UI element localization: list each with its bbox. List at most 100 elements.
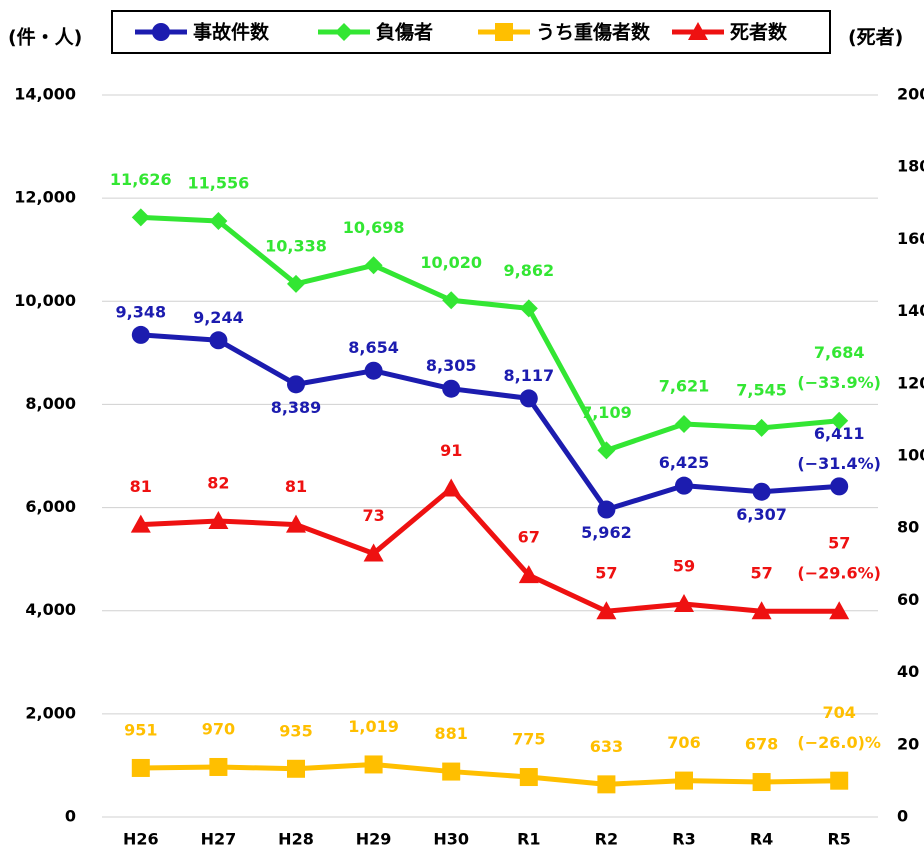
data-label: 8,117: [503, 366, 554, 385]
series-line: [140, 332, 840, 513]
data-label: 9,244: [193, 308, 244, 327]
series-line: [140, 761, 840, 787]
legend-marker: [152, 23, 170, 41]
y2-tick-label: 100: [897, 446, 924, 465]
data-point: [597, 500, 616, 519]
x-tick-label: R4: [750, 830, 773, 849]
data-point: [287, 274, 305, 293]
data-point: [830, 771, 849, 790]
x-tick-label: H28: [278, 830, 314, 849]
data-label: 633: [590, 737, 623, 756]
y2-tick-label: 20: [897, 734, 919, 753]
data-label: 57: [750, 564, 772, 583]
y-axis-label: (件・人): [8, 26, 82, 49]
data-label: 9,862: [503, 261, 554, 280]
data-label: 8,389: [271, 398, 322, 417]
data-label: 775: [512, 730, 545, 749]
x-tick-label: H30: [433, 830, 469, 849]
data-point: [364, 361, 383, 380]
data-point: [751, 601, 772, 620]
data-point: [441, 478, 462, 497]
data-point: [597, 441, 616, 460]
data-label: 1,019: [348, 717, 399, 736]
change-label: (−29.6%): [797, 564, 881, 583]
legend-label: うち重傷者数: [536, 21, 651, 44]
data-label: 7,109: [581, 403, 632, 422]
data-label: 970: [202, 719, 235, 738]
y2-tick-label: 120: [897, 373, 924, 392]
data-label: 57: [828, 534, 850, 553]
y2-tick-label: 0: [897, 807, 908, 826]
data-point: [364, 755, 383, 774]
data-label: 82: [207, 473, 229, 492]
data-label: 11,556: [188, 174, 250, 193]
data-label: 7,684: [814, 343, 865, 362]
data-label: 7,621: [659, 376, 710, 395]
data-label: 6,425: [659, 453, 710, 472]
data-label: 678: [745, 735, 778, 754]
legend-label: 事故件数: [193, 21, 270, 44]
data-point: [442, 291, 461, 310]
data-label: 881: [434, 724, 467, 743]
y-tick-label: 8,000: [25, 394, 76, 413]
data-point: [596, 601, 617, 620]
data-point: [209, 331, 228, 350]
series-line: [140, 485, 840, 614]
x-tick-label: H26: [123, 830, 159, 849]
data-point: [442, 379, 461, 398]
data-label: 81: [130, 477, 152, 496]
data-label: 57: [595, 564, 617, 583]
data-point: [287, 375, 305, 394]
data-point: [131, 325, 150, 344]
legend-label: 負傷者: [376, 21, 433, 44]
data-label: 11,626: [110, 170, 172, 189]
data-point: [208, 510, 229, 529]
data-point: [131, 758, 150, 777]
y2-tick-label: 60: [897, 590, 919, 609]
data-point: [752, 482, 771, 501]
data-label: 8,305: [426, 356, 477, 375]
data-point: [675, 476, 693, 495]
data-point: [209, 757, 228, 776]
data-label: 9,348: [115, 302, 166, 321]
data-label: 81: [285, 477, 307, 496]
y-tick-label: 14,000: [14, 85, 76, 104]
data-label: 10,698: [343, 218, 405, 237]
data-point: [287, 759, 305, 778]
x-tick-label: R1: [517, 830, 540, 849]
y2-tick-label: 180: [897, 157, 924, 176]
data-label: 8,654: [348, 338, 399, 357]
y-tick-label: 12,000: [14, 188, 76, 207]
y2-tick-label: 160: [897, 229, 924, 248]
series-line: [140, 214, 840, 453]
legend-marker: [495, 23, 513, 41]
data-point: [597, 775, 616, 794]
data-point: [752, 418, 771, 437]
data-point: [519, 768, 538, 787]
data-label: 59: [673, 557, 695, 576]
y2-tick-label: 40: [897, 662, 919, 681]
change-label: (−26.0)%: [797, 733, 881, 752]
data-label: 67: [518, 528, 540, 547]
data-point: [675, 771, 693, 790]
data-point: [674, 594, 694, 613]
data-point: [518, 565, 539, 584]
x-tick-label: R5: [827, 830, 850, 849]
data-label: 935: [279, 721, 312, 740]
data-point: [363, 543, 384, 562]
legend-marker: [335, 23, 353, 41]
data-point: [131, 208, 150, 227]
x-tick-label: R2: [595, 830, 618, 849]
data-label: 6,307: [736, 505, 787, 524]
data-point: [830, 411, 849, 430]
y-tick-label: 4,000: [25, 600, 76, 619]
legend-label: 死者数: [730, 21, 788, 44]
y-tick-label: 0: [65, 807, 76, 826]
change-label: (−33.9%): [797, 373, 881, 392]
data-label: 10,020: [420, 253, 482, 272]
y-tick-label: 10,000: [14, 291, 76, 310]
data-point: [209, 212, 228, 231]
y2-axis-label: (死者): [848, 27, 903, 49]
x-tick-label: H27: [201, 830, 237, 849]
y2-tick-label: 140: [897, 301, 924, 320]
